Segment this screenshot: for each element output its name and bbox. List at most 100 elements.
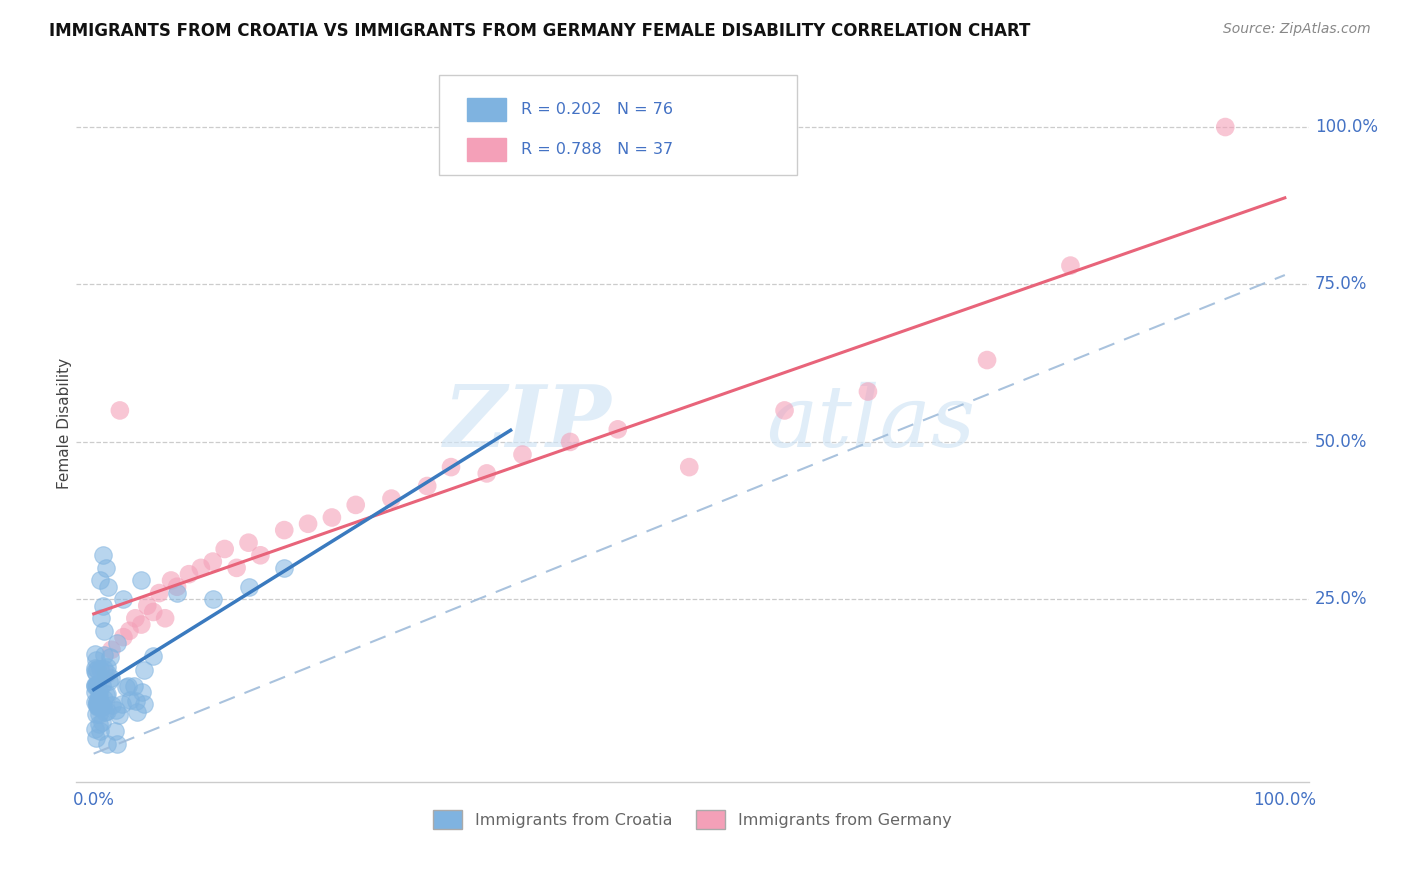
Point <box>380 491 402 506</box>
Point <box>93 648 115 662</box>
Point <box>416 479 439 493</box>
Point <box>86 678 108 692</box>
Point <box>86 698 108 712</box>
Point <box>440 460 463 475</box>
Point <box>93 699 115 714</box>
Point <box>512 448 534 462</box>
Text: ZIP: ZIP <box>444 381 612 465</box>
Point <box>86 662 108 676</box>
Point <box>112 630 135 644</box>
Point <box>131 617 153 632</box>
Point <box>125 694 148 708</box>
Point <box>856 384 879 399</box>
Text: Source: ZipAtlas.com: Source: ZipAtlas.com <box>1223 22 1371 37</box>
Legend: Immigrants from Croatia, Immigrants from Germany: Immigrants from Croatia, Immigrants from… <box>426 804 957 835</box>
Point <box>84 723 107 737</box>
Point <box>131 684 153 698</box>
Point <box>132 664 155 678</box>
Point <box>136 599 159 613</box>
Point <box>153 611 176 625</box>
Point <box>87 692 110 706</box>
Point <box>86 678 108 692</box>
Point <box>142 648 165 663</box>
Point <box>83 696 105 710</box>
Point <box>108 708 131 723</box>
Bar <box>467 137 506 161</box>
Text: 100.0%: 100.0% <box>1253 791 1316 809</box>
Point <box>273 561 295 575</box>
Text: atlas: atlas <box>766 382 976 465</box>
Point <box>96 688 118 702</box>
Point <box>87 698 110 713</box>
Point <box>94 668 117 682</box>
Point <box>93 691 115 706</box>
Text: R = 0.788   N = 37: R = 0.788 N = 37 <box>520 142 673 157</box>
Point <box>606 422 628 436</box>
Point <box>177 567 200 582</box>
Point <box>83 648 105 662</box>
Point <box>84 653 107 667</box>
Point <box>86 695 108 709</box>
Point <box>83 661 105 675</box>
Point <box>91 678 114 692</box>
Point <box>166 580 188 594</box>
Point <box>104 703 127 717</box>
Point <box>124 611 146 625</box>
Point <box>96 660 118 674</box>
Point <box>678 460 700 475</box>
Point <box>84 678 107 692</box>
Point <box>249 549 271 563</box>
Point <box>201 555 224 569</box>
Point <box>96 687 118 701</box>
Point <box>273 523 295 537</box>
Point <box>98 673 121 688</box>
Point <box>214 541 236 556</box>
Point <box>84 678 107 692</box>
Text: 75.0%: 75.0% <box>1315 276 1367 293</box>
Point <box>112 592 135 607</box>
Point <box>97 580 120 594</box>
Point <box>89 574 111 588</box>
Point <box>238 535 260 549</box>
Point <box>93 624 115 638</box>
Point <box>83 679 105 693</box>
Point <box>773 403 796 417</box>
Text: 50.0%: 50.0% <box>1315 433 1367 451</box>
Point <box>148 586 170 600</box>
Text: 0.0%: 0.0% <box>73 791 115 809</box>
Point <box>83 664 105 678</box>
Point <box>122 679 145 693</box>
Text: 25.0%: 25.0% <box>1315 591 1367 608</box>
Point <box>87 700 110 714</box>
Point <box>225 561 247 575</box>
Point <box>321 510 343 524</box>
Point <box>91 549 114 563</box>
Point <box>91 599 114 613</box>
Point <box>86 695 108 709</box>
Point <box>94 561 117 575</box>
Point <box>87 689 110 703</box>
Text: 100.0%: 100.0% <box>1315 118 1378 136</box>
Point <box>101 698 124 713</box>
Text: IMMIGRANTS FROM CROATIA VS IMMIGRANTS FROM GERMANY FEMALE DISABILITY CORRELATION: IMMIGRANTS FROM CROATIA VS IMMIGRANTS FR… <box>49 22 1031 40</box>
Point <box>90 611 112 625</box>
Point <box>976 353 998 368</box>
Point <box>105 737 128 751</box>
Point <box>96 666 118 681</box>
Point <box>83 684 105 698</box>
Y-axis label: Female Disability: Female Disability <box>58 358 72 489</box>
Point <box>142 605 165 619</box>
Point <box>560 434 582 449</box>
Point <box>84 731 107 746</box>
Point <box>100 642 122 657</box>
Point <box>120 692 142 706</box>
Point <box>94 705 117 719</box>
Point <box>87 717 110 731</box>
FancyBboxPatch shape <box>440 75 797 176</box>
Point <box>118 624 141 638</box>
Point <box>100 672 122 686</box>
Bar <box>467 98 506 121</box>
Point <box>111 697 134 711</box>
Point <box>86 666 108 681</box>
Point <box>90 714 112 729</box>
